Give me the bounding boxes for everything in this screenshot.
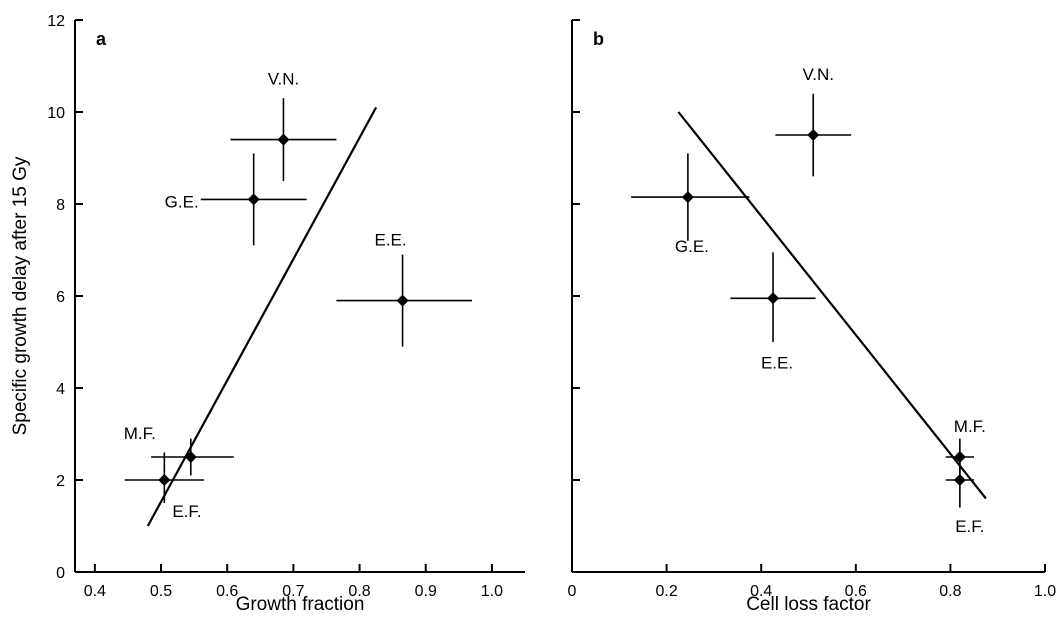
- point-label: E.F.: [172, 502, 201, 521]
- x-tick-label: 0.7: [282, 583, 304, 600]
- y-tick-label: 6: [56, 289, 65, 306]
- y-tick-label: 8: [56, 197, 65, 214]
- point-label: G.E.: [675, 237, 709, 256]
- point-label: E.E.: [761, 353, 793, 372]
- x-tick-label: 0.6: [216, 583, 238, 600]
- point-label: V.N.: [802, 65, 834, 84]
- data-point: [767, 292, 780, 305]
- point-label: M.F.: [124, 424, 156, 443]
- y-tick-label: 4: [56, 381, 65, 398]
- x-tick-label: 0.8: [939, 583, 961, 600]
- y-tick-label: 10: [47, 105, 65, 122]
- x-tick-label: 0.6: [845, 583, 867, 600]
- regression-line: [146, 106, 378, 527]
- x-tick-label: 0.2: [655, 583, 677, 600]
- point-label: V.N.: [268, 70, 300, 89]
- x-tick-label: 0.5: [150, 583, 172, 600]
- x-tick-label: 1.0: [1034, 583, 1056, 600]
- y-axis-title: Specific growth delay after 15 Gy: [10, 156, 31, 435]
- point-label: E.F.: [955, 517, 984, 536]
- panel-b: 0 0.2 0.4 0.6 0.8 1.0 Cell loss factor b V.N. G.E…: [568, 19, 1056, 615]
- data-point: [807, 129, 820, 141]
- data-point: [184, 451, 197, 463]
- x-axis-title: Growth fraction: [236, 594, 365, 615]
- x-tick-label: 0.8: [348, 583, 370, 600]
- y-tick-label: 12: [47, 13, 65, 30]
- x-tick-label: 0.4: [750, 583, 772, 600]
- y-tick-label: 2: [56, 473, 65, 490]
- data-point: [396, 294, 409, 307]
- x-tick-label: 0: [568, 583, 577, 600]
- y-tick-label: 0: [56, 565, 65, 582]
- data-point: [681, 191, 694, 204]
- x-tick-label: 0.9: [415, 583, 437, 600]
- point-label: G.E.: [165, 192, 199, 211]
- point-label: M.F.: [954, 417, 986, 436]
- regression-line: [677, 111, 987, 500]
- data-point: [158, 474, 171, 486]
- x-axis-title: Cell loss factor: [746, 594, 871, 615]
- x-tick-label: 1.0: [481, 583, 503, 600]
- data-point: [953, 474, 966, 486]
- point-label: E.E.: [375, 231, 407, 250]
- panel-letter: a: [96, 29, 107, 49]
- data-point: [277, 133, 290, 146]
- data-point: [247, 193, 260, 206]
- panel-letter: b: [593, 29, 604, 49]
- panel-a: 0 2 4 6 8 10 12 0.4 0.5 0.6 0.7 0.8 0.9 1.0 Growth fra…: [10, 13, 525, 615]
- x-tick-label: 0.4: [84, 583, 106, 600]
